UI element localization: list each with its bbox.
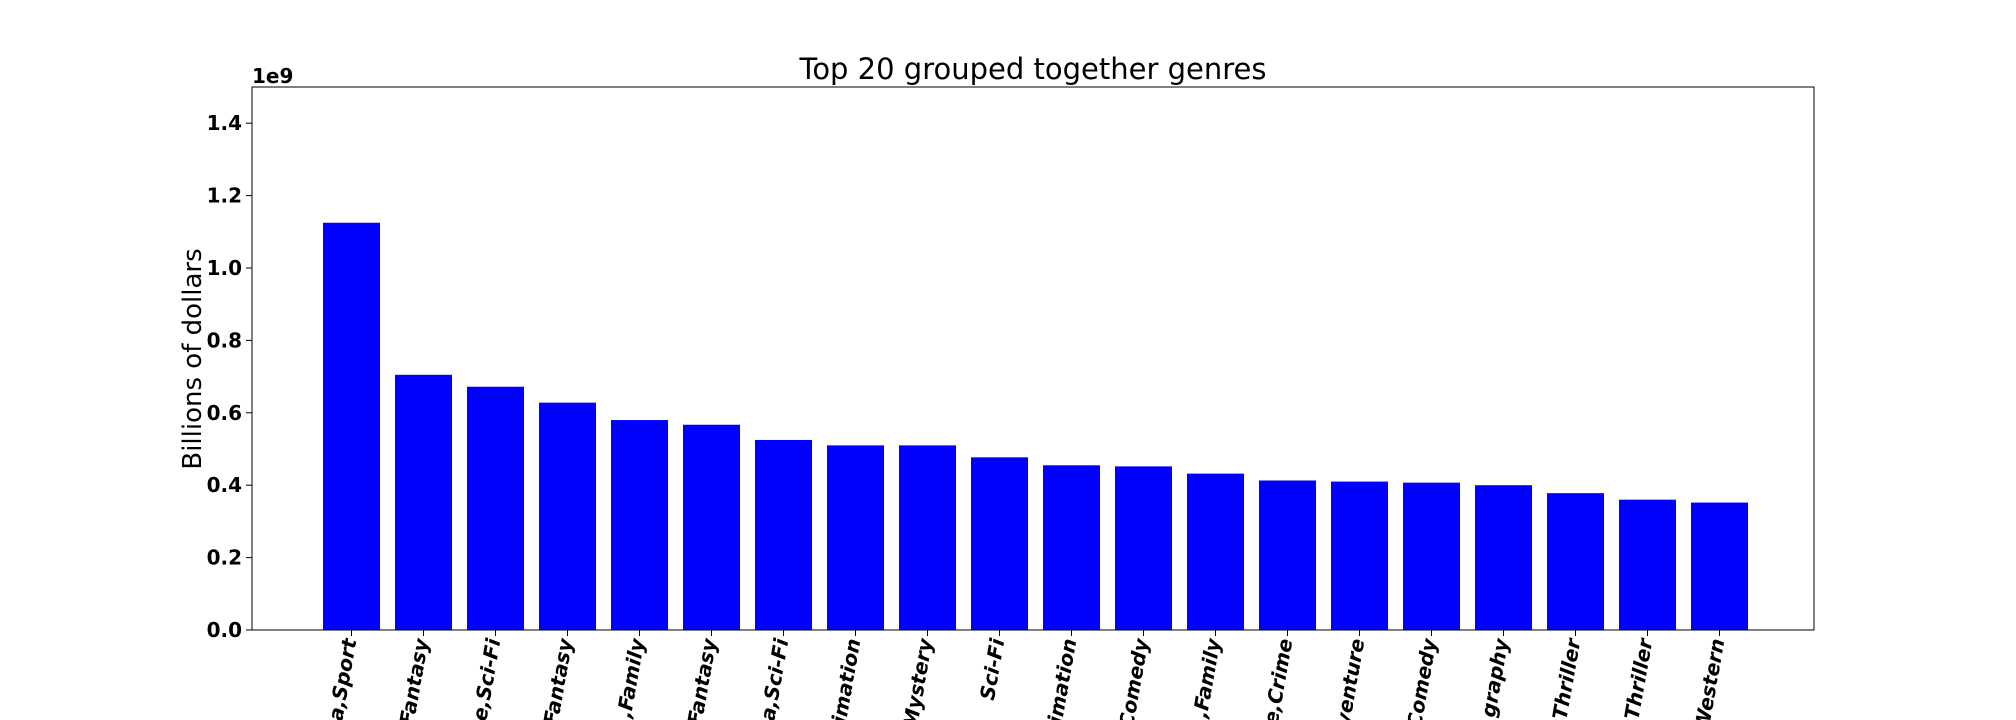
y-offset-label: 1e9: [252, 64, 293, 88]
y-tick-label: 1.4: [207, 111, 242, 135]
bar: [467, 386, 524, 630]
x-tick-label: imation: [1043, 637, 1081, 720]
bar: [1691, 502, 1748, 630]
x-tick-label: Mystery: [898, 636, 938, 720]
bar: [323, 222, 380, 630]
x-tick-label: Thriller: [1548, 636, 1586, 720]
bar: [1331, 481, 1388, 630]
x-tick-label: e,Crime: [1259, 637, 1298, 720]
x-tick-label: ,Family: [612, 636, 650, 720]
bar: [899, 445, 956, 630]
x-tick-label: a,Sport: [323, 635, 361, 720]
bar: [683, 424, 740, 630]
x-tick-label: Western: [1690, 637, 1730, 720]
y-tick-label: 0.2: [207, 546, 242, 570]
y-axis-ticks: 0.0 0.2 0.4 0.6 0.8 1.0 1.2 1.4: [207, 111, 252, 642]
bar: [971, 457, 1028, 630]
y-tick-label: 0.0: [207, 618, 242, 642]
x-axis-ticks: a,Sport Fantasy e,Sci-Fi Fantasy ,Family Fant…: [323, 630, 1729, 720]
bars-group: [323, 222, 1748, 630]
x-tick-label: imation: [827, 637, 865, 720]
bar: [1403, 482, 1460, 630]
x-tick-label: Comedy: [1402, 636, 1441, 720]
x-tick-label: Fantasy: [395, 636, 434, 720]
x-tick-label: Thriller: [1620, 636, 1658, 720]
x-tick-label: e,Sci-Fi: [467, 636, 505, 720]
x-tick-label: Fantasy: [539, 636, 578, 720]
x-tick-label: ,Family: [1188, 636, 1226, 720]
y-tick-label: 1.0: [207, 256, 242, 280]
x-tick-label: a,Sci-Fi: [755, 636, 793, 720]
bar: [827, 445, 884, 630]
x-tick-label: Comedy: [1114, 636, 1153, 720]
bar: [1619, 499, 1676, 630]
y-tick-label: 1.2: [207, 184, 242, 208]
bar: [1187, 473, 1244, 630]
y-tick-label: 0.4: [207, 473, 242, 497]
bar: [1547, 493, 1604, 630]
x-tick-label: Fantasy: [683, 636, 722, 720]
bar: [1475, 485, 1532, 630]
y-tick-label: 0.6: [207, 401, 242, 425]
x-tick-label: Sci-Fi: [975, 636, 1010, 702]
bar: [395, 374, 452, 630]
x-tick-label: venture: [1330, 637, 1369, 720]
bar: [611, 420, 668, 630]
y-tick-label: 0.8: [207, 328, 242, 352]
plot-area-frame: [251, 86, 1815, 631]
y-axis-label: Billions of dollars: [178, 248, 208, 469]
bar: [1115, 466, 1172, 630]
bar: [1259, 480, 1316, 630]
bar: [1043, 465, 1100, 630]
bar: [755, 439, 812, 630]
chart-title: Top 20 grouped together genres: [799, 52, 1267, 86]
x-tick-label: graphy: [1476, 636, 1514, 719]
bar: [539, 402, 596, 630]
